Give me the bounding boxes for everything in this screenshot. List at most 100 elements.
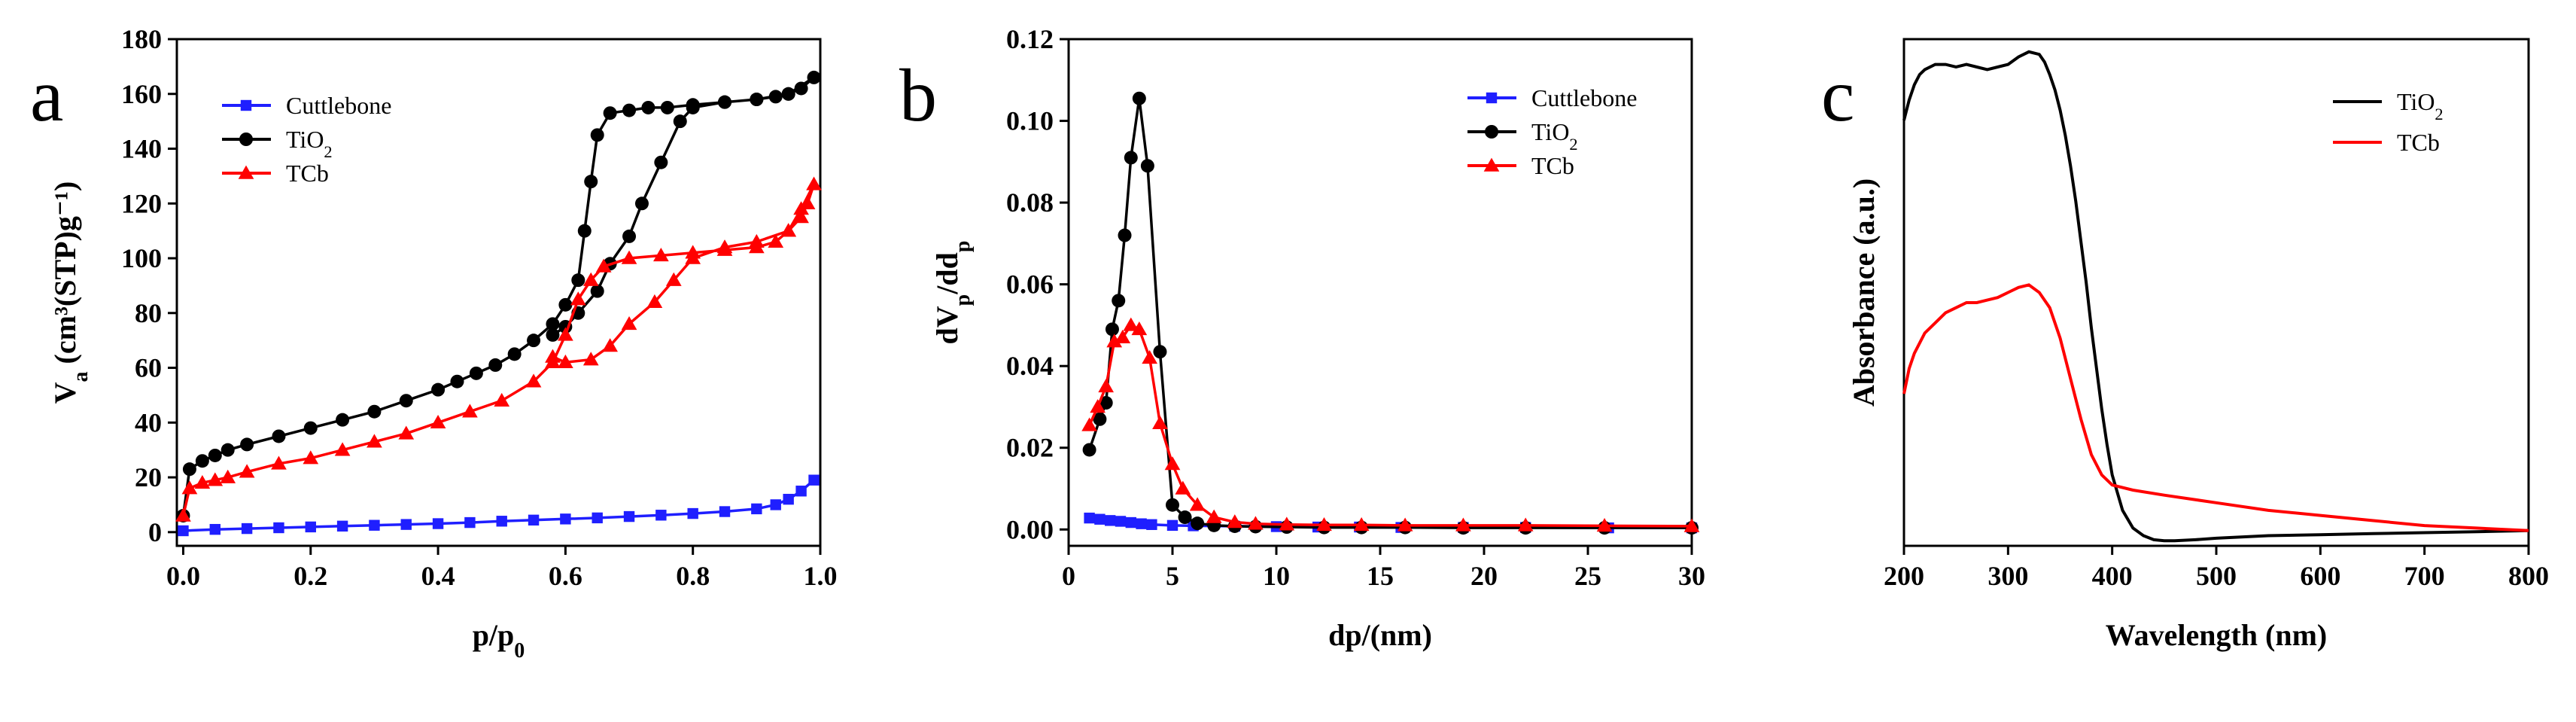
panel-a-series-cuttlebone-point bbox=[655, 510, 667, 521]
panel-a-series-tio2-point bbox=[527, 334, 541, 348]
panel-a-series-tio2-point bbox=[220, 443, 235, 457]
panel-a-series-tcb-point bbox=[303, 450, 319, 465]
panel-b-series-tcb-point bbox=[1123, 317, 1139, 331]
panel-a-xtick-label: 0.2 bbox=[293, 561, 327, 591]
panel-a-series-tio2-point bbox=[622, 229, 637, 243]
panel-a-series-tcb-point bbox=[220, 469, 236, 483]
panel-a-series-tcb-point bbox=[194, 474, 211, 489]
panel-b-series-tcb-point bbox=[1090, 399, 1106, 413]
panel-b-series-tio2-point bbox=[1112, 294, 1126, 308]
panel-a-series-tcb-point bbox=[595, 258, 612, 273]
panel-c-letter: c bbox=[1821, 53, 1854, 137]
panel-c-legend-tcb-label: TCb bbox=[2397, 129, 2440, 156]
panel-a-series-tio2-point bbox=[634, 196, 649, 211]
panel-a-legend-cuttlebone-label: Cuttlebone bbox=[286, 92, 391, 119]
panel-a: a 0.0 0.2 0.4 0.6 0.8 1.0 0 20 40 60 80 100 120 140 160… bbox=[30, 24, 838, 663]
panel-a-series-cuttlebone-point bbox=[528, 514, 540, 526]
panel-b-series-tcb-point bbox=[1152, 415, 1168, 429]
panel-a-series-cuttlebone-point bbox=[783, 493, 794, 505]
panel-a-ytick-label: 20 bbox=[135, 462, 162, 492]
panel-a-series-tcb-point bbox=[793, 209, 809, 224]
panel-a-series-tcb-point bbox=[207, 472, 224, 486]
panel-a-series-tcb-point bbox=[558, 354, 573, 369]
panel-b-series-tcb-point bbox=[1175, 480, 1191, 495]
panel-b-ylabel: dVp/ddp bbox=[930, 241, 975, 345]
panel-c-xtick-label: 400 bbox=[2092, 561, 2133, 591]
panel-a-series-tcb-point bbox=[570, 291, 586, 306]
panel-a-series-tcb-point bbox=[462, 404, 478, 418]
panel-a-ytick-label: 180 bbox=[121, 24, 162, 54]
panel-a-series-tcb-point bbox=[780, 223, 797, 237]
panel-a-series-tcb-point bbox=[239, 464, 255, 478]
panel-a-series-tcb-point bbox=[646, 294, 663, 308]
panel-a-series-tio2-point bbox=[450, 374, 464, 388]
panel-a-series-tcb-point bbox=[175, 507, 191, 522]
panel-a-series-tcb-point bbox=[793, 201, 809, 215]
panel-a-xtick-label: 0.4 bbox=[421, 561, 455, 591]
panel-a-series-tio2-point bbox=[546, 327, 560, 342]
panel-b-series-cuttlebone-point bbox=[1084, 512, 1095, 524]
panel-b-series-tio2-point bbox=[1140, 159, 1154, 173]
panel-a-series-tio2-point bbox=[590, 128, 604, 142]
panel-a-series-tio2-point bbox=[303, 421, 318, 435]
panel-a-frame bbox=[175, 38, 822, 547]
panel-b-ytick-label: 0.02 bbox=[1006, 433, 1054, 463]
panel-a-series-cuttlebone-point bbox=[369, 519, 380, 531]
panel-b-series-tcb-point bbox=[1596, 518, 1613, 532]
panel-b-legend-tio2-marker bbox=[1485, 125, 1498, 139]
panel-b-series-tcb-point bbox=[1189, 497, 1206, 511]
panel-b-xlabel: dp/(nm) bbox=[1328, 618, 1432, 652]
panel-a-series-tio2-point bbox=[641, 100, 655, 114]
panel-b-series-tcb-point bbox=[1455, 517, 1471, 532]
panel-c-xlabel: Wavelength (nm) bbox=[2106, 618, 2327, 652]
panel-a-xtick-label: 0.6 bbox=[549, 561, 582, 591]
panel-a-ytick-label: 160 bbox=[121, 79, 162, 109]
panel-a-series-cuttlebone-point bbox=[808, 474, 820, 486]
panel-b-letter: b bbox=[899, 53, 937, 137]
panel-a-series-tcb-point bbox=[525, 373, 542, 388]
panel-b-series-tio2-point bbox=[1124, 151, 1138, 165]
panel-a-series-cuttlebone-point bbox=[623, 510, 635, 522]
panel-a-xtick-label: 0.8 bbox=[676, 561, 710, 591]
panel-b-xtick-label: 10 bbox=[1263, 561, 1290, 591]
panel-a-series-cuttlebone-point bbox=[592, 512, 603, 524]
panel-a-series-tio2-line bbox=[181, 76, 815, 516]
panel-b-legend-cuttlebone-marker bbox=[1486, 92, 1498, 104]
panel-a-letter: a bbox=[30, 53, 63, 137]
panel-a-xlabel: p/p0 bbox=[473, 618, 525, 663]
panel-a-series-cuttlebone-point bbox=[432, 518, 444, 529]
panel-b-series-tcb-point bbox=[1098, 378, 1115, 393]
panel-a-series-tio2-point bbox=[654, 155, 668, 169]
panel-b-series-cuttlebone-point bbox=[1146, 519, 1157, 530]
panel-c-xtick-label: 600 bbox=[2300, 561, 2340, 591]
panel-b-xtick-label: 5 bbox=[1166, 561, 1179, 591]
panel-b-series-cuttlebone-point bbox=[1125, 516, 1136, 529]
panel-a-series-tcb-point bbox=[716, 239, 733, 254]
panel-a-series-tio2-point bbox=[272, 429, 286, 443]
panel-a-series-tcb-point bbox=[602, 338, 618, 352]
panel-b-series-tio2-point bbox=[1153, 345, 1167, 359]
panel-a-series-tcb-point bbox=[494, 392, 510, 407]
panel-a-series-tcb-point bbox=[582, 272, 599, 286]
panel-a-series-tio2-point bbox=[367, 404, 382, 419]
panel-a-ytick-label: 80 bbox=[135, 298, 162, 328]
panel-b-series-tcb-line bbox=[1088, 323, 1692, 528]
panel-a-series-tcb-point bbox=[665, 272, 682, 286]
panel-a-series-tcb-point bbox=[653, 248, 669, 262]
panel-a-legend-tio2-marker bbox=[239, 133, 253, 146]
panel-a-series-cuttlebone-point bbox=[178, 525, 189, 537]
panel-a-series-tio2-point bbox=[584, 175, 598, 189]
panel-a-series-tcb-point bbox=[430, 414, 446, 429]
panel-a-series-tio2-point bbox=[336, 413, 350, 427]
panel-b-series-tcb-point bbox=[1397, 517, 1413, 532]
panel-a-series-tio2-point bbox=[781, 87, 795, 101]
panel-a-series-cuttlebone-point bbox=[770, 499, 781, 510]
panel-b-frame bbox=[1067, 38, 1693, 547]
panel-b-series-tcb-point bbox=[1248, 516, 1264, 530]
panel-b-series-cuttlebone-point bbox=[1166, 519, 1179, 532]
panel-b-xtick-label: 15 bbox=[1367, 561, 1394, 591]
panel-b: b 0 5 10 15 20 25 30 0.00 0.02 0.04 0.06 0.08 0.10 0.1… bbox=[899, 24, 1705, 652]
panel-a-series-tcb-point bbox=[621, 315, 637, 331]
panel-a-series-tio2-point bbox=[794, 81, 808, 96]
panel-a-series-tio2-point bbox=[240, 437, 254, 452]
